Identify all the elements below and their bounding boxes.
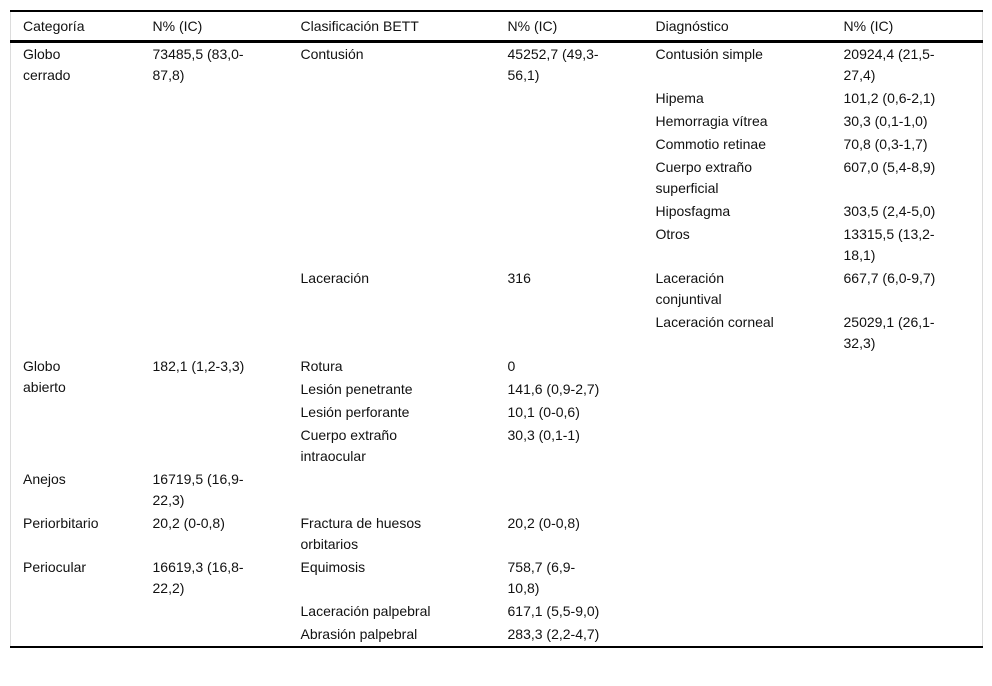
results-table: Categoría N% (IC) Clasificación BETT N% … [10,10,983,648]
table-cell: 20,2 (0-0,8) [152,515,225,531]
table-cell: 20924,4 (21,5- 27,4) [843,46,935,83]
table-cell: Fractura de huesos orbitarios [300,515,422,552]
table-row: Periorbitario 20,2 (0-0,8) Fractura de hue… [11,512,983,556]
table-cell: 667,7 (6,0-9,7) [843,270,936,286]
table-row: Hipema 101,2 (0,6-2,1) [11,87,983,110]
table-cell [832,401,983,424]
table-row: Cuerpo extraño intraocular 30,3 (0,1-1) [11,424,983,468]
table-cell: Globo cerrado [23,46,71,83]
table-cell: 758,7 (6,9- 10,8) [507,559,576,596]
table-row: Laceración corneal 25029,1 (26,1- 32,3) [11,311,983,355]
table-cell: 316 [507,270,531,286]
table-row: Anejos 16719,5 (16,9- 22,3) [11,468,983,512]
table-row: Hiposfagma 303,5 (2,4-5,0) [11,200,983,223]
table-row: Lesión perforante 10,1 (0-0,6) [11,401,983,424]
table-cell: Laceración palpebral [300,603,431,619]
table-cell: Equimosis [300,559,366,575]
table-cell: 16719,5 (16,9- 22,3) [152,471,244,508]
table-cell: 141,6 (0,9-2,7) [507,381,600,397]
table-row: Laceración palpebral 617,1 (5,5-9,0) [11,600,983,623]
header-row: Categoría N% (IC) Clasificación BETT N% … [10,11,983,43]
table-cell [644,401,832,424]
results-table-container: Categoría N% (IC) Clasificación BETT N% … [10,10,983,648]
column-header-n-ic-3: N% (IC) [831,11,983,43]
table-cell [832,424,983,468]
table-row: Lesión penetrante 141,6 (0,9-2,7) [11,378,983,401]
table-cell [644,512,832,556]
table-row: Cuerpo extraño superficial 607,0 (5,4-8,9… [11,156,983,200]
table-cell: 607,0 (5,4-8,9) [843,159,936,175]
table-cell: 16619,3 (16,8- 22,2) [152,559,244,596]
table-cell: Lesión penetrante [300,381,413,397]
table-cell: Periocular [23,559,87,575]
table-cell [644,468,832,512]
column-header-clasificacion-bett: Clasificación BETT [288,11,496,43]
table-cell [644,623,832,647]
table-cell [832,355,983,378]
table-cell [644,556,832,600]
table-cell: 101,2 (0,6-2,1) [843,90,936,106]
table-row: Periocular 16619,3 (16,8- 22,2) Equimosis 7… [11,556,983,600]
table-cell: 13315,5 (13,2- 18,1) [843,226,935,263]
table-cell: 45252,7 (49,3- 56,1) [507,46,599,83]
column-header-diagnostico: Diagnóstico [643,11,832,43]
table-cell [832,600,983,623]
table-row: Globo abierto 182,1 (1,2-3,3) Rotura 0 [11,355,983,395]
table-cell: Globo abierto [23,358,66,395]
table-cell: Periorbitario [23,515,99,531]
table-cell [289,468,496,512]
table-cell: 303,5 (2,4-5,0) [843,203,936,219]
table-cell: 617,1 (5,5-9,0) [507,603,600,619]
table-row: Laceración 316 Laceración conjuntival 667,7… [11,267,983,311]
table-cell: 30,3 (0,1-1,0) [843,113,928,129]
table-cell: Contusión simple [655,46,763,62]
table-header: Categoría N% (IC) Clasificación BETT N% … [10,11,983,43]
table-cell [832,556,983,600]
table-cell: 182,1 (1,2-3,3) [152,358,245,374]
table-row: Abrasión palpebral 283,3 (2,2-4,7) [11,623,983,647]
column-header-n-ic-1: N% (IC) [140,11,289,43]
table-cell [832,512,983,556]
table-row: Otros 13315,5 (13,2- 18,1) [11,223,983,267]
table-cell [832,468,983,512]
table-cell: 0 [507,358,516,374]
table-cell: Laceración corneal [655,314,774,330]
table-cell: Hiposfagma [655,203,731,219]
table-cell: 10,1 (0-0,6) [507,404,580,420]
table-cell [644,600,832,623]
table-cell: Cuerpo extraño intraocular [300,427,398,464]
table-row: Hemorragia vítrea 30,3 (0,1-1,0) [11,110,983,133]
table-cell [832,623,983,647]
table-cell: Laceración conjuntival [655,270,725,307]
table-cell: 30,3 (0,1-1) [507,427,580,443]
table-cell: 73485,5 (83,0- 87,8) [152,46,244,83]
table-cell: Otros [655,226,690,242]
table-row: Globo cerrado 73485,5 (83,0- 87,8) Contusi… [11,42,983,88]
table-cell: Hipema [655,90,704,106]
table-cell: Laceración [300,270,370,286]
table-cell: 25029,1 (26,1- 32,3) [843,314,935,351]
table-cell [644,355,832,378]
table-cell: 20,2 (0-0,8) [507,515,580,531]
table-cell [644,424,832,468]
column-header-categoria: Categoría [10,11,141,43]
table-cell: Contusión [300,46,364,62]
table-cell: Rotura [300,358,343,374]
table-cell: 70,8 (0,3-1,7) [843,136,928,152]
table-body: Globo cerrado 73485,5 (83,0- 87,8) Contusi… [11,42,983,648]
table-cell: Cuerpo extraño superficial [655,159,753,196]
table-cell: Hemorragia vítrea [655,113,768,129]
table-cell: Abrasión palpebral [300,626,418,642]
table-cell [832,378,983,401]
table-cell: Lesión perforante [300,404,410,420]
table-cell [496,468,644,512]
column-header-n-ic-2: N% (IC) [495,11,644,43]
table-cell: Commotio retinae [655,136,767,152]
table-row: Commotio retinae 70,8 (0,3-1,7) [11,133,983,156]
table-cell [644,378,832,401]
table-cell: Anejos [23,471,66,487]
table-cell: 283,3 (2,2-4,7) [507,626,600,642]
